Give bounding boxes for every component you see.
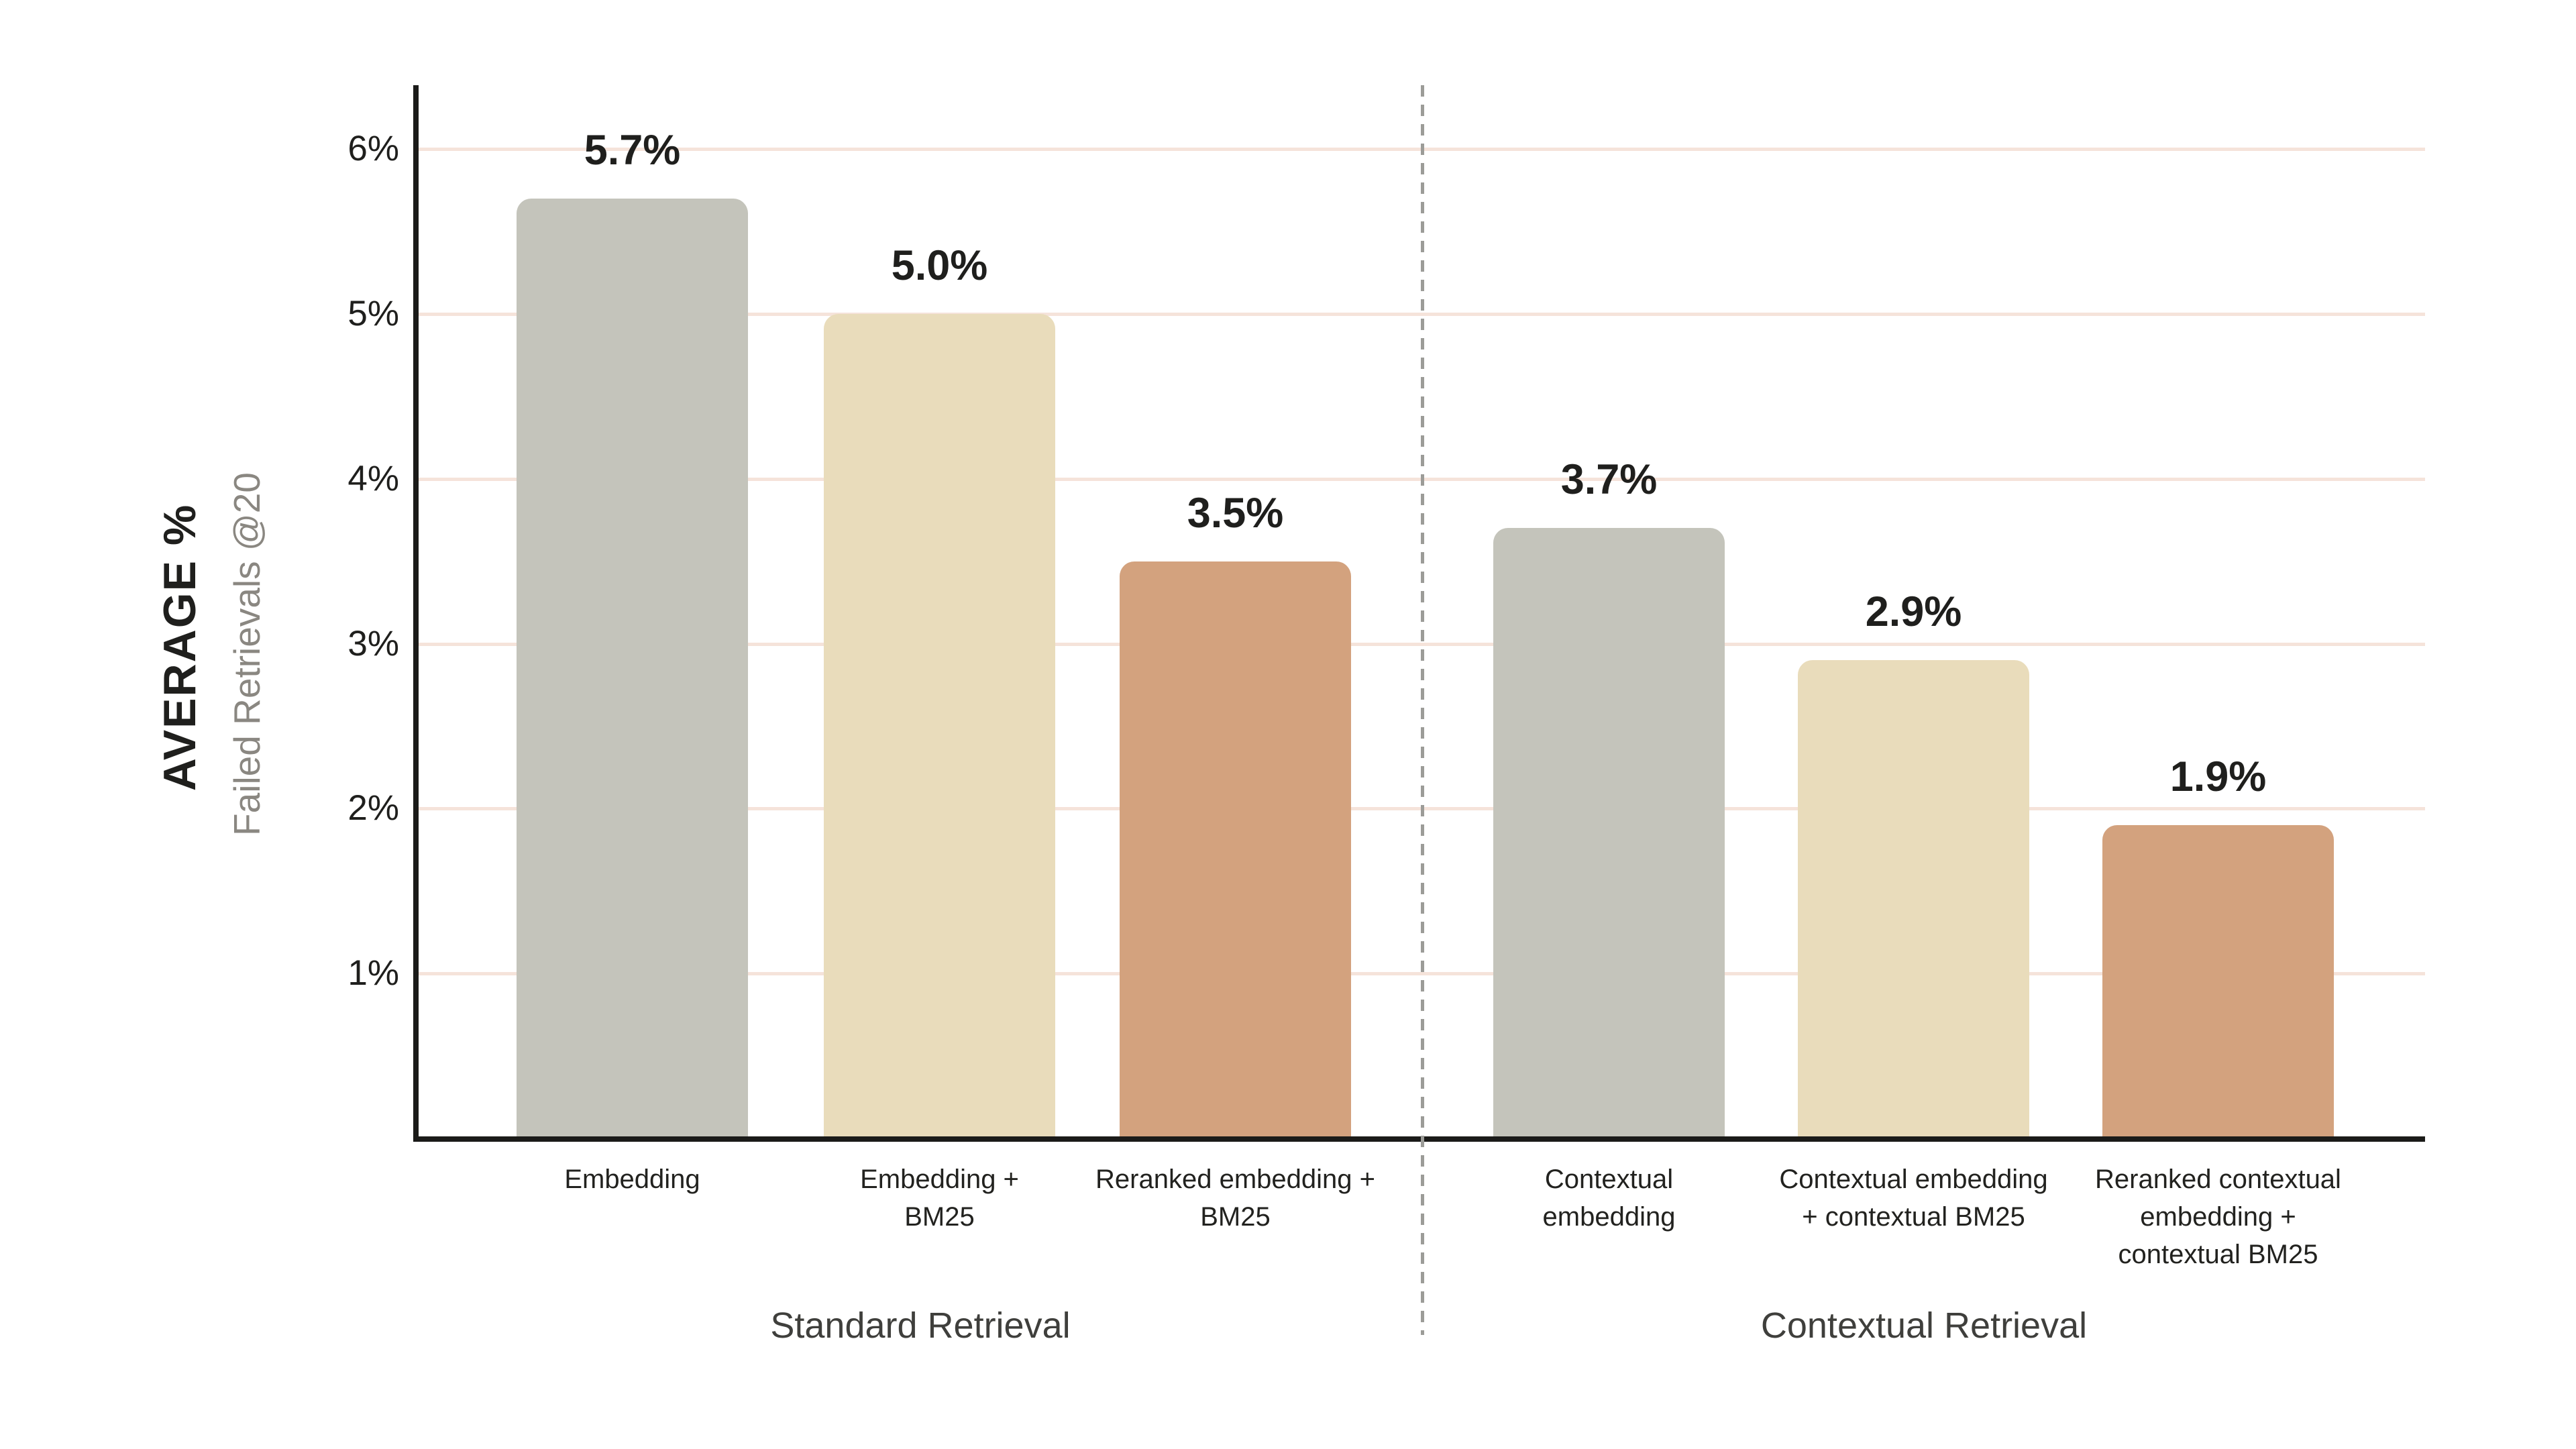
bar-value-label: 5.7% — [584, 127, 681, 174]
bar-category-label: Contextual embedding + contextual BM25 — [1779, 1165, 2048, 1232]
bar-value-label: 3.7% — [1560, 456, 1658, 503]
bar-category-label: Embedding + BM25 — [860, 1165, 1019, 1232]
group-divider-dashed-line — [1421, 85, 1424, 1335]
y-tick-label: 2% — [347, 788, 399, 828]
y-axis-title-secondary: Failed Retrievals @20 — [226, 472, 268, 836]
y-axis-title-primary: AVERAGE % — [154, 503, 205, 792]
group-label-contextual-retrieval: Contextual Retrieval — [1760, 1305, 2088, 1346]
bar-category-label: Reranked embedding + BM25 — [1095, 1165, 1375, 1232]
bar-value-label: 2.9% — [1865, 588, 1962, 635]
bar-category-label: Embedding — [564, 1165, 700, 1194]
bar-contextual-embedding-+-contextual-bm25 — [1798, 660, 2029, 1138]
y-tick-label: 1% — [347, 953, 399, 994]
bar-embedding — [517, 199, 748, 1138]
x-axis-line — [413, 1136, 2425, 1142]
y-tick-label: 4% — [347, 458, 399, 498]
bar-embedding-+-bm25 — [824, 314, 1055, 1138]
y-tick-label: 5% — [347, 293, 399, 333]
y-tick-label: 3% — [347, 623, 399, 663]
group-label-standard-retrieval: Standard Retrieval — [770, 1305, 1071, 1346]
bar-category-label: Reranked contextual embedding + contextu… — [2095, 1165, 2341, 1269]
bar-contextual-embedding — [1493, 528, 1725, 1138]
bar-value-label: 5.0% — [891, 242, 988, 289]
bar-reranked-embedding-+-bm25 — [1120, 561, 1351, 1138]
bar-value-label: 3.5% — [1187, 490, 1284, 537]
bar-reranked-contextual-embedding-+-contextual-bm25 — [2102, 825, 2334, 1138]
bar-value-label: 1.9% — [2169, 753, 2267, 800]
y-axis-line — [413, 85, 419, 1142]
bar-category-label: Contextual embedding — [1542, 1165, 1676, 1232]
y-tick-label: 6% — [347, 129, 399, 169]
